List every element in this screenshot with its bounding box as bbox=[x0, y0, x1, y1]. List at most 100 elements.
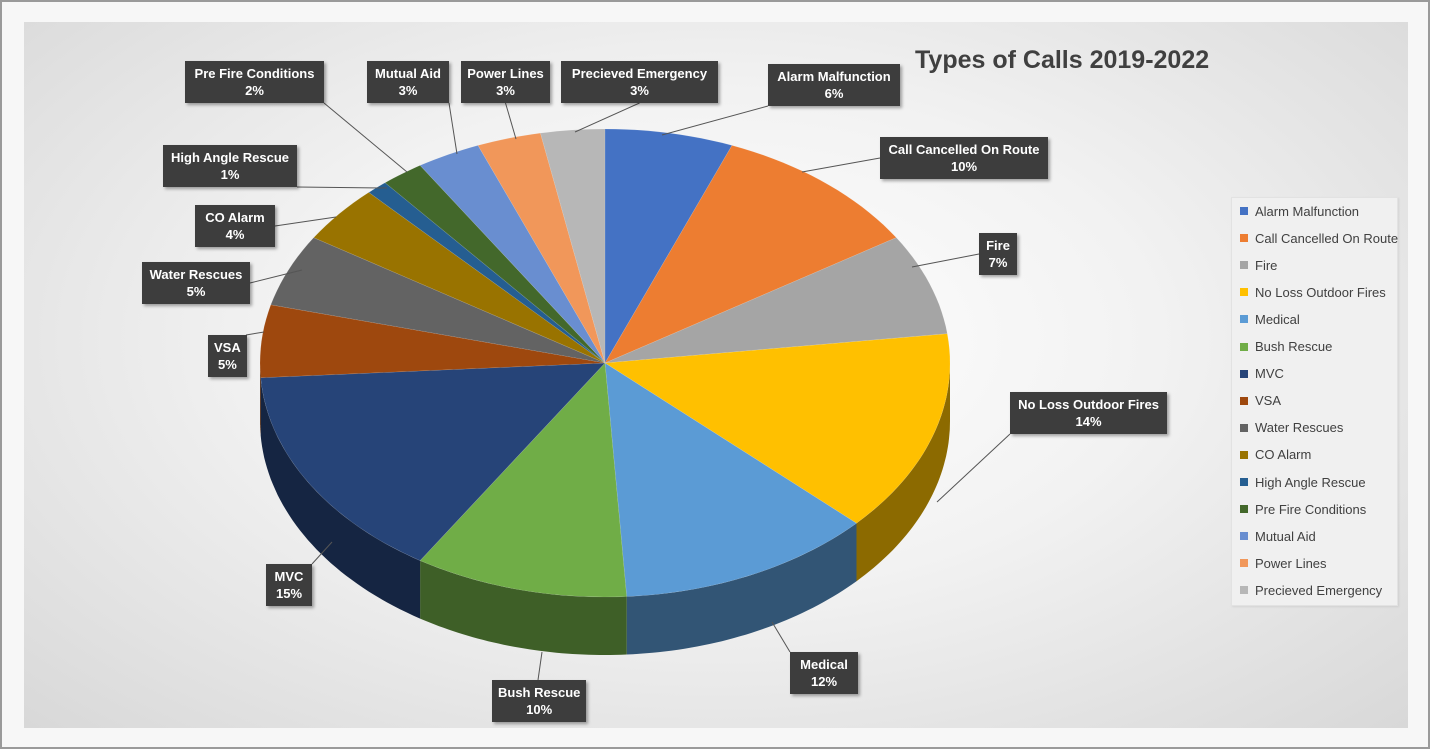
data-label-category: High Angle Rescue bbox=[171, 150, 289, 165]
legend-label: Fire bbox=[1255, 257, 1278, 273]
legend-item: MVC bbox=[1240, 364, 1284, 384]
leader-line bbox=[296, 186, 388, 189]
data-label: MVC 15% bbox=[266, 564, 312, 606]
legend-item: High Angle Rescue bbox=[1240, 472, 1366, 492]
legend-swatch bbox=[1240, 396, 1248, 405]
legend-item: Water Rescues bbox=[1240, 418, 1343, 438]
data-label-category: No Loss Outdoor Fires bbox=[1018, 397, 1159, 412]
legend-swatch bbox=[1240, 261, 1248, 270]
slice-call-cancelled-on-route bbox=[604, 145, 897, 364]
data-label-value: 2% bbox=[245, 83, 264, 98]
legend-swatch bbox=[1240, 288, 1248, 297]
legend-swatch bbox=[1240, 423, 1248, 432]
chart-legend: Alarm Malfunction Call Cancelled On Route… bbox=[1231, 197, 1398, 606]
slice-power-lines bbox=[477, 132, 606, 364]
legend-swatch bbox=[1240, 532, 1248, 541]
legend-swatch bbox=[1240, 559, 1248, 568]
data-label-value: 10% bbox=[950, 159, 978, 174]
legend-swatch bbox=[1240, 450, 1248, 459]
legend-swatch bbox=[1240, 369, 1248, 378]
slice-side-mvc bbox=[260, 377, 421, 619]
data-label-value: 3% bbox=[630, 83, 649, 98]
legend-item: Pre Fire Conditions bbox=[1240, 499, 1366, 519]
data-label-category: Water Rescues bbox=[149, 267, 243, 282]
slice-bush-rescue bbox=[419, 362, 628, 598]
data-label: Bush Rescue 10% bbox=[492, 680, 587, 722]
legend-label: Mutual Aid bbox=[1255, 528, 1316, 544]
legend-swatch bbox=[1240, 505, 1248, 514]
slice-side-vsa bbox=[260, 363, 261, 436]
slice-pre-fire-conditions bbox=[384, 165, 606, 364]
data-label-category: Alarm Malfunction bbox=[777, 69, 891, 84]
slice-vsa bbox=[259, 304, 606, 379]
data-label: CO Alarm 4% bbox=[195, 205, 275, 247]
data-label-value: 10% bbox=[526, 702, 553, 717]
legend-label: High Angle Rescue bbox=[1255, 474, 1366, 490]
leader-line bbox=[274, 216, 337, 227]
slice-side-bush-rescue bbox=[420, 560, 627, 655]
leader-line bbox=[801, 157, 881, 173]
data-label-category: Call Cancelled On Route bbox=[888, 142, 1040, 157]
legend-label: Bush Rescue bbox=[1255, 339, 1333, 354]
data-label-category: Pre Fire Conditions bbox=[194, 66, 315, 81]
data-label: Precieved Emergency 3% bbox=[561, 61, 718, 103]
leader-line bbox=[245, 331, 265, 336]
legend-item: Power Lines bbox=[1240, 553, 1327, 573]
data-label: Medical 12% bbox=[790, 652, 858, 694]
slice-mvc bbox=[260, 362, 606, 561]
leader-line bbox=[323, 102, 408, 173]
data-label-category: VSA bbox=[214, 340, 241, 355]
data-label-category: Bush Rescue bbox=[498, 685, 581, 700]
legend-swatch bbox=[1240, 207, 1248, 215]
data-label-category: CO Alarm bbox=[205, 210, 265, 225]
legend-label: Precieved Emergency bbox=[1255, 582, 1383, 598]
legend-swatch bbox=[1240, 234, 1248, 243]
data-label: Water Rescues 5% bbox=[142, 262, 250, 304]
data-label-value: 6% bbox=[824, 86, 844, 101]
data-label: VSA 5% bbox=[208, 335, 247, 377]
data-label-value: 1% bbox=[220, 167, 240, 182]
data-label: Power Lines 3% bbox=[461, 61, 550, 103]
data-label-value: 15% bbox=[275, 586, 303, 601]
data-label: Mutual Aid 3% bbox=[367, 61, 449, 103]
legend-swatch bbox=[1240, 315, 1248, 324]
data-label-category: Mutual Aid bbox=[375, 66, 441, 81]
data-label-value: 3% bbox=[398, 83, 418, 98]
legend-label: Power Lines bbox=[1255, 555, 1327, 571]
legend-item: CO Alarm bbox=[1240, 445, 1311, 465]
data-label-value: 5% bbox=[186, 284, 206, 299]
legend-label: Medical bbox=[1255, 311, 1300, 327]
legend-label: Pre Fire Conditions bbox=[1255, 501, 1367, 517]
data-label: Call Cancelled On Route 10% bbox=[880, 137, 1048, 179]
leader-line bbox=[574, 102, 640, 133]
data-label: Fire 7% bbox=[979, 233, 1017, 275]
legend-item: No Loss Outdoor Fires bbox=[1240, 282, 1386, 302]
slice-side-no-loss-outdoor-fires bbox=[856, 363, 950, 582]
legend-item: Alarm Malfunction bbox=[1240, 201, 1359, 221]
legend-label: Call Cancelled On Route bbox=[1255, 230, 1399, 246]
legend-swatch bbox=[1240, 342, 1248, 351]
slice-mutual-aid bbox=[419, 145, 606, 364]
legend-item: Call Cancelled On Route bbox=[1240, 228, 1398, 248]
leader-line bbox=[771, 621, 791, 653]
data-label-value: 3% bbox=[496, 83, 515, 98]
legend-item: Precieved Emergency bbox=[1240, 580, 1382, 600]
data-label-category: MVC bbox=[274, 569, 304, 584]
legend-label: VSA bbox=[1255, 393, 1282, 409]
data-label-category: Power Lines bbox=[467, 66, 544, 81]
leader-line bbox=[505, 102, 517, 140]
data-label-value: 12% bbox=[810, 674, 838, 689]
legend-item: Bush Rescue bbox=[1240, 337, 1332, 357]
legend-label: Water Rescues bbox=[1255, 420, 1344, 436]
data-label-value: 5% bbox=[217, 357, 237, 372]
leader-line bbox=[911, 253, 980, 268]
legend-label: No Loss Outdoor Fires bbox=[1255, 284, 1386, 300]
legend-item: VSA bbox=[1240, 391, 1281, 411]
legend-item: Fire bbox=[1240, 255, 1277, 275]
data-label-value: 14% bbox=[1075, 414, 1102, 429]
data-label-value: 4% bbox=[225, 227, 245, 242]
legend-item: Mutual Aid bbox=[1240, 526, 1316, 546]
data-label: High Angle Rescue 1% bbox=[163, 145, 297, 187]
